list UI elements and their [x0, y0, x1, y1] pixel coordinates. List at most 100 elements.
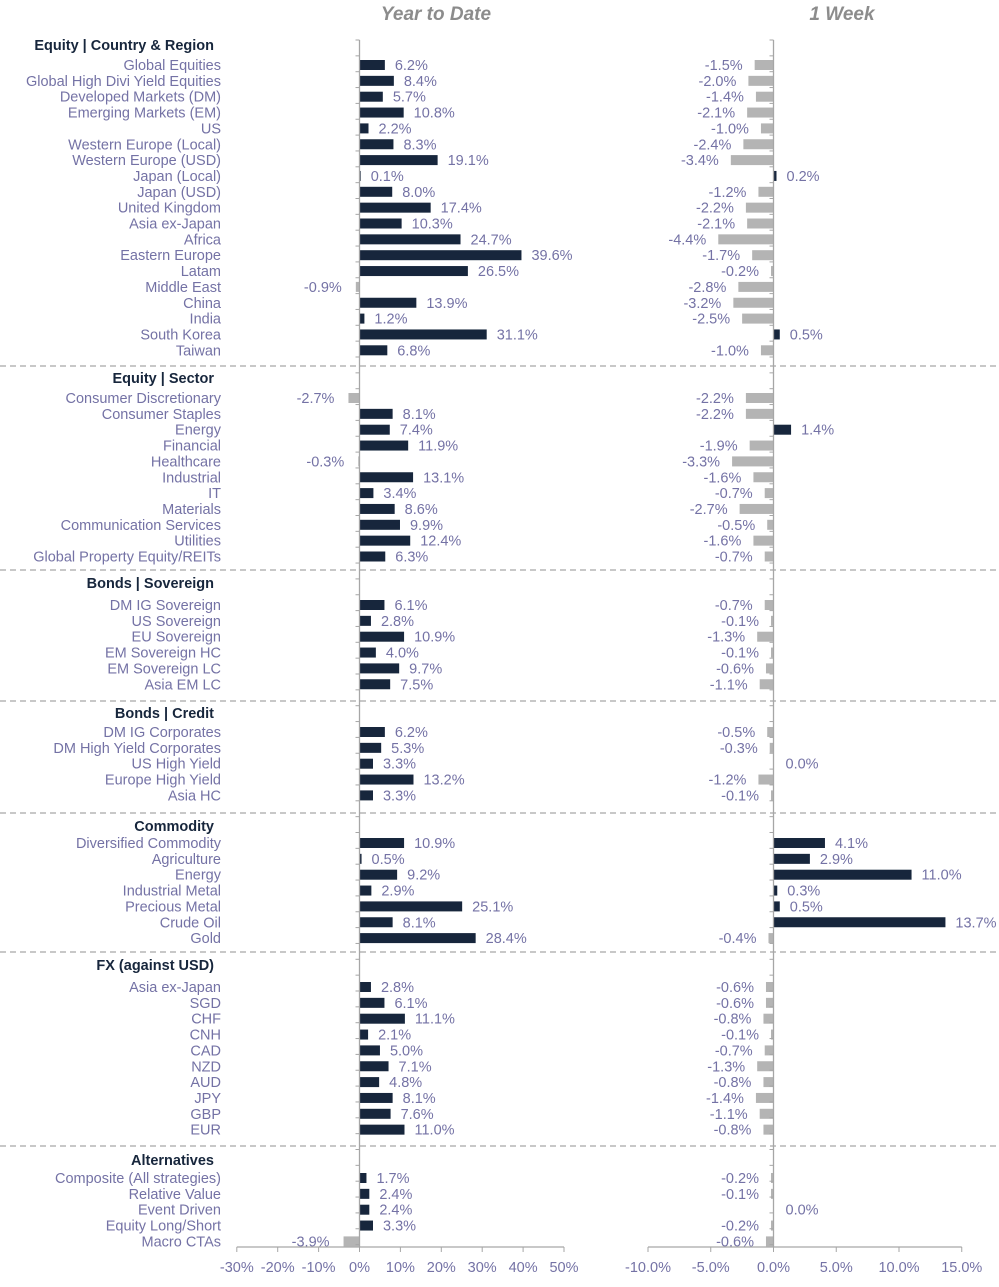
ytd-value-label: 26.5%	[478, 264, 519, 280]
week-bar	[747, 107, 774, 118]
ytd-bar	[359, 647, 376, 658]
ytd-bar	[359, 551, 386, 562]
ytd-value-label: 3.3%	[383, 788, 416, 804]
week-value-label: 13.7%	[955, 915, 996, 931]
week-bar	[771, 1188, 774, 1199]
category-label: Eastern Europe	[120, 248, 221, 264]
ytd-bar	[359, 60, 385, 70]
week-value-label: -2.8%	[688, 280, 726, 296]
week-value-label: -1.9%	[700, 439, 738, 455]
week-bar	[771, 790, 774, 801]
ytd-bar	[359, 1045, 380, 1056]
x-tick-label: 0%	[349, 1260, 370, 1276]
week-value-label: -2.7%	[690, 502, 728, 518]
week-bar	[755, 1092, 774, 1103]
week-bar	[767, 727, 774, 737]
ytd-value-label: 10.9%	[414, 836, 455, 852]
ytd-bar	[359, 488, 374, 499]
week-bar	[770, 266, 774, 277]
ytd-value-label: 13.9%	[426, 296, 467, 312]
ytd-value-label: 24.7%	[471, 232, 512, 248]
week-value-label: 0.0%	[786, 757, 819, 773]
x-tick-label: -30%	[220, 1260, 254, 1276]
week-bar	[773, 170, 777, 181]
category-label: Asia ex-Japan	[129, 217, 221, 233]
ytd-value-label: -0.3%	[306, 454, 344, 470]
week-value-label: -0.7%	[715, 486, 753, 502]
week-value-label: -0.1%	[721, 646, 759, 662]
ytd-bar	[359, 424, 390, 435]
ytd-bar	[359, 774, 414, 785]
category-label: IT	[208, 486, 221, 502]
ytd-value-label: 8.6%	[405, 502, 438, 518]
ytd-bar	[343, 1236, 360, 1247]
week-bar	[764, 488, 774, 499]
ytd-bar	[348, 393, 360, 403]
week-bar	[771, 1029, 774, 1040]
x-tick-label: 20%	[427, 1260, 456, 1276]
week-value-label: 11.0%	[922, 868, 962, 884]
x-tick-label: -10.0%	[625, 1260, 671, 1276]
ytd-value-label: 0.1%	[371, 169, 404, 185]
ytd-bar	[359, 519, 400, 530]
ytd-bar	[359, 1013, 405, 1024]
ytd-value-label: 8.1%	[403, 915, 436, 931]
week-value-label: -2.1%	[697, 106, 735, 122]
ytd-bar	[359, 535, 411, 546]
week-bar	[753, 535, 774, 546]
ytd-value-label: 6.1%	[394, 996, 427, 1012]
category-label: EU Sovereign	[132, 630, 221, 646]
week-bar	[773, 838, 825, 848]
category-label: CNH	[190, 1028, 221, 1044]
week-value-label: -0.6%	[716, 980, 754, 996]
week-value-label: -1.4%	[706, 90, 744, 106]
category-label: EUR	[190, 1123, 221, 1139]
ytd-value-label: 11.9%	[418, 439, 458, 455]
week-value-label: 0.5%	[790, 899, 823, 915]
category-label: DM High Yield Corporates	[53, 741, 221, 757]
ytd-bar	[359, 1092, 393, 1103]
week-value-label: -1.7%	[702, 248, 740, 264]
category-label: Healthcare	[151, 454, 221, 470]
x-tick-label: 5.0%	[820, 1260, 853, 1276]
week-bar	[742, 313, 774, 324]
ytd-value-label: 11.1%	[415, 1012, 455, 1028]
ytd-bar	[359, 917, 393, 928]
ytd-value-label: 9.9%	[410, 518, 443, 534]
ytd-value-label: 6.8%	[397, 343, 430, 359]
week-bar	[767, 519, 774, 530]
ytd-bar	[359, 472, 414, 483]
week-value-label: -0.5%	[717, 725, 755, 741]
category-label: Industrial Metal	[123, 884, 221, 900]
category-label: Asia EM LC	[144, 677, 221, 693]
ytd-value-label: 6.1%	[394, 598, 427, 614]
ytd-value-label: 19.1%	[448, 153, 489, 169]
category-label: Energy	[175, 868, 222, 884]
ytd-bar	[359, 727, 385, 737]
ytd-value-label: 4.0%	[386, 646, 419, 662]
ytd-value-label: 5.7%	[393, 90, 426, 106]
week-bar	[757, 631, 774, 642]
ytd-value-label: 28.4%	[486, 931, 527, 947]
week-value-label: -1.3%	[707, 1059, 745, 1075]
week-value-label: -1.3%	[707, 630, 745, 646]
ytd-bar	[359, 440, 409, 451]
week-value-label: -0.1%	[721, 1187, 759, 1203]
ytd-value-label: -3.9%	[292, 1234, 330, 1250]
category-label: Crude Oil	[160, 915, 221, 931]
ytd-bar	[359, 345, 388, 356]
category-label: CAD	[190, 1043, 221, 1059]
section-title: Bonds | Credit	[115, 706, 214, 722]
x-tick-label: -5.0%	[692, 1260, 730, 1276]
category-label: Asia HC	[168, 788, 221, 804]
week-bar	[771, 647, 774, 658]
ytd-value-label: 0.5%	[372, 852, 405, 868]
category-label: United Kingdom	[118, 201, 221, 217]
ytd-value-label: 10.9%	[414, 630, 455, 646]
week-value-label: 0.3%	[787, 884, 820, 900]
category-label: SGD	[190, 996, 221, 1012]
ytd-value-label: 3.4%	[383, 486, 416, 502]
ytd-value-label: 9.7%	[409, 661, 442, 677]
category-label: Asia ex-Japan	[129, 980, 221, 996]
week-value-label: 0.5%	[790, 327, 823, 343]
